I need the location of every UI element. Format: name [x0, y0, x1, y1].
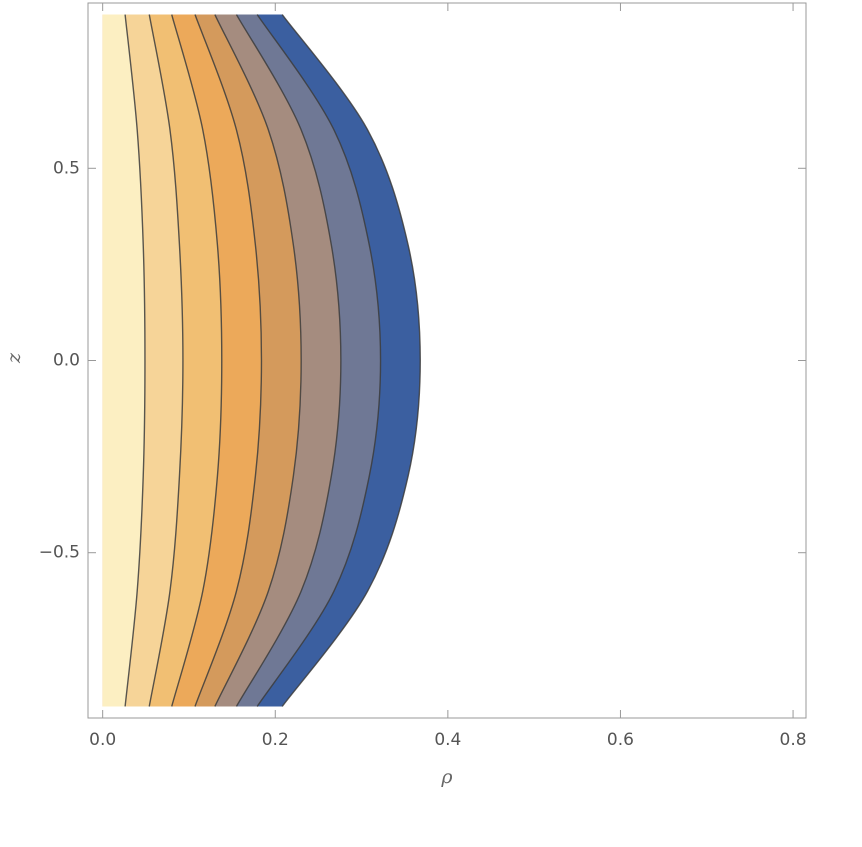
x-tick-label: 0.8 [780, 730, 807, 750]
x-tick-label: 0.4 [434, 730, 461, 750]
contour-line [256, 14, 382, 707]
x-tick-label: 0.0 [89, 730, 116, 750]
x-axis-title: ρ [440, 766, 453, 788]
y-tick-label: 0.0 [53, 351, 80, 371]
contour-line [124, 14, 146, 707]
y-axis-title: z [3, 352, 25, 364]
x-tick-label: 0.6 [607, 730, 634, 750]
x-tick-label: 0.2 [262, 730, 289, 750]
contour-line [194, 14, 263, 707]
contour-region [102, 14, 145, 707]
contour-line [281, 14, 421, 707]
plot-area [102, 14, 421, 707]
contour-line [214, 14, 302, 707]
contour-line [235, 14, 342, 707]
contour-line [171, 14, 223, 707]
y-tick-label: 0.5 [53, 158, 80, 178]
y-tick-label: −0.5 [39, 543, 80, 563]
contour-line [148, 14, 184, 707]
